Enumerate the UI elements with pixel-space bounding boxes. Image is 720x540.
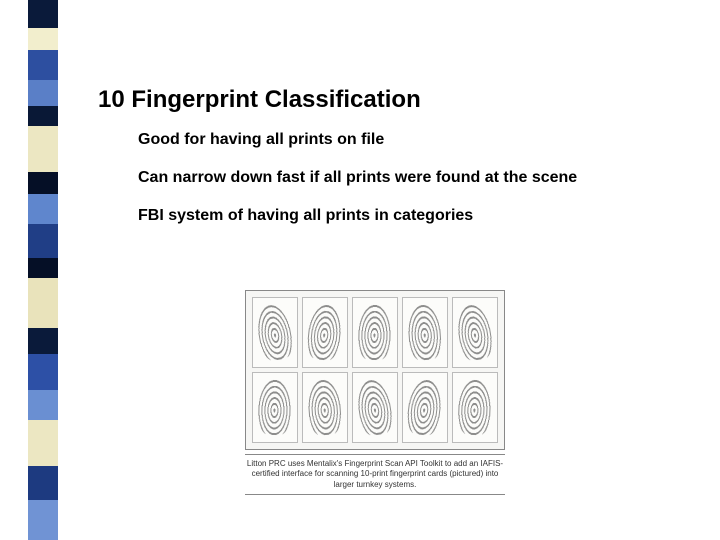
stripe-segment xyxy=(28,420,58,466)
fingerprint-card xyxy=(245,290,505,450)
fingerprint-cell xyxy=(452,297,498,368)
fingerprint-row xyxy=(252,372,498,443)
fingerprint-cell xyxy=(302,297,348,368)
bullet-1: Good for having all prints on file xyxy=(138,130,608,150)
decorative-stripe xyxy=(28,0,58,540)
stripe-segment xyxy=(28,390,58,420)
figure-caption: Litton PRC uses Mentalix's Fingerprint S… xyxy=(245,454,505,495)
stripe-segment xyxy=(28,224,58,258)
fingerprint-icon xyxy=(353,376,397,439)
stripe-segment xyxy=(28,278,58,328)
fingerprint-row xyxy=(252,297,498,368)
stripe-segment xyxy=(28,258,58,278)
fingerprint-cell xyxy=(252,372,298,443)
fingerprint-icon xyxy=(456,378,493,438)
stripe-segment xyxy=(28,328,58,354)
fingerprint-cell xyxy=(402,297,448,368)
fingerprint-cell xyxy=(452,372,498,443)
bullet-3: FBI system of having all prints in categ… xyxy=(138,206,608,226)
stripe-segment xyxy=(28,126,58,172)
bullet-2: Can narrow down fast if all prints were … xyxy=(138,168,608,188)
stripe-segment xyxy=(28,0,58,28)
slide: 10 Fingerprint Classification Good for h… xyxy=(0,0,720,540)
fingerprint-icon xyxy=(357,303,393,362)
fingerprint-icon xyxy=(253,301,298,365)
fingerprint-icon xyxy=(304,301,345,363)
slide-body: Good for having all prints on file Can n… xyxy=(138,130,608,244)
stripe-segment xyxy=(28,50,58,80)
stripe-segment xyxy=(28,28,58,50)
stripe-segment xyxy=(28,80,58,106)
fingerprint-cell xyxy=(302,372,348,443)
fingerprint-icon xyxy=(453,301,497,364)
stripe-segment xyxy=(28,354,58,390)
stripe-segment xyxy=(28,172,58,194)
fingerprint-cell xyxy=(252,297,298,368)
stripe-segment xyxy=(28,194,58,224)
fingerprint-cell xyxy=(352,372,398,443)
stripe-segment xyxy=(28,106,58,126)
slide-title: 10 Fingerprint Classification xyxy=(98,86,421,114)
stripe-segment xyxy=(28,500,58,540)
fingerprint-icon xyxy=(305,377,344,438)
fingerprint-icon xyxy=(405,302,444,363)
stripe-segment xyxy=(28,466,58,500)
fingerprint-cell xyxy=(402,372,448,443)
fingerprint-icon xyxy=(404,376,446,438)
fingerprint-figure: Litton PRC uses Mentalix's Fingerprint S… xyxy=(245,290,505,495)
fingerprint-cell xyxy=(352,297,398,368)
fingerprint-icon xyxy=(257,378,293,437)
